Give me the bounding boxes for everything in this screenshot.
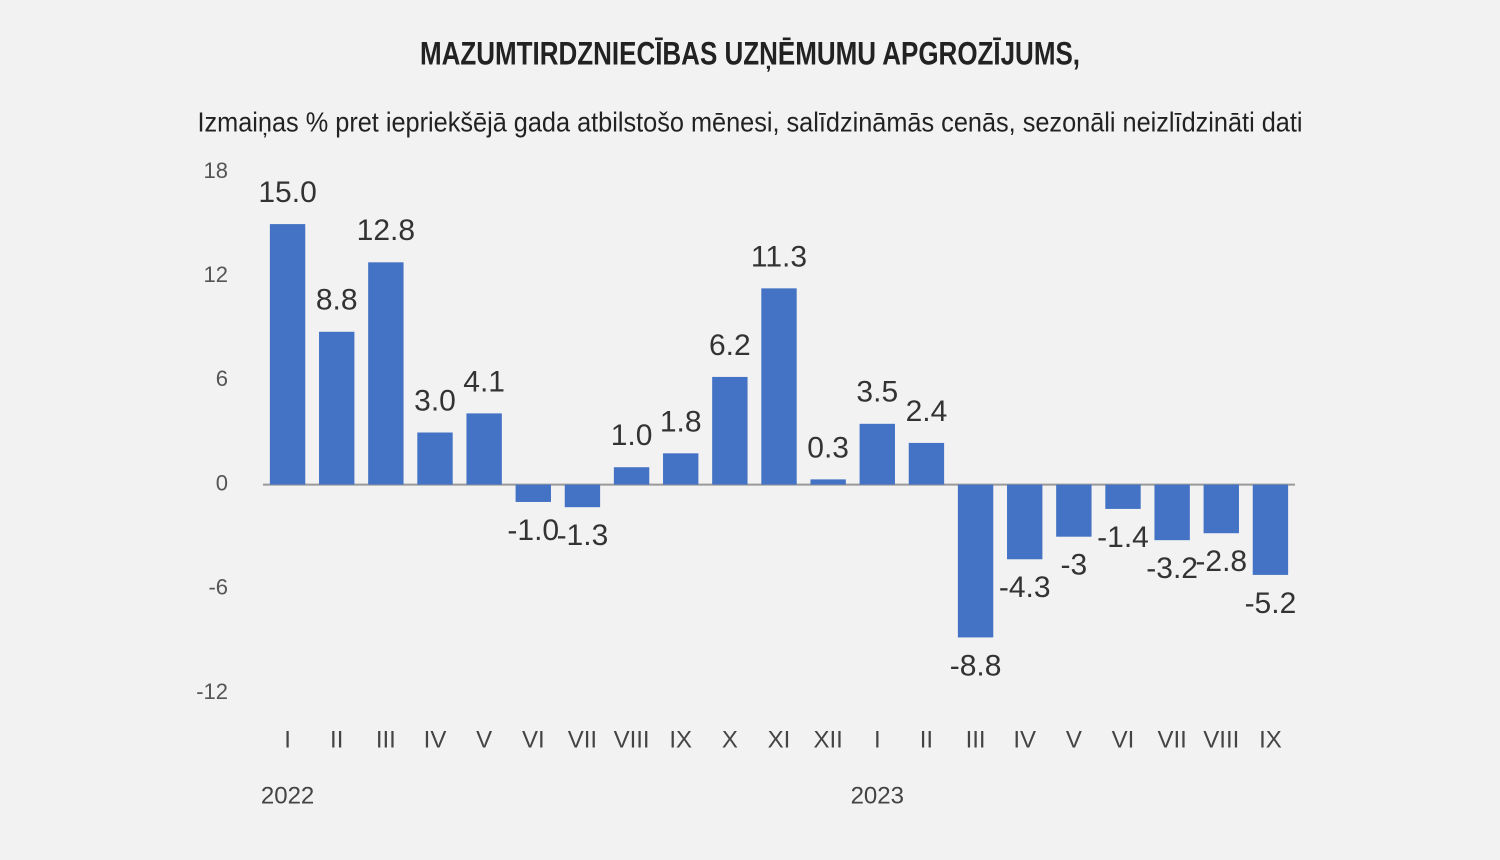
bar <box>712 376 748 485</box>
y-tick-label: 6 <box>216 366 228 391</box>
value-label: 6.2 <box>709 329 751 362</box>
bar <box>368 262 404 485</box>
bar <box>466 413 502 485</box>
bar <box>1154 484 1190 541</box>
value-label: -5.2 <box>1245 587 1297 620</box>
y-tick-label: -12 <box>196 679 228 704</box>
bar <box>761 288 797 485</box>
x-tick-label: VIII <box>1203 726 1239 753</box>
bar <box>1105 484 1141 509</box>
x-tick-label: IX <box>1259 726 1282 753</box>
x-tick-label: VI <box>1112 726 1135 753</box>
value-label: -1.0 <box>507 514 559 547</box>
y-tick-label: 18 <box>204 158 228 183</box>
bar <box>1252 484 1289 575</box>
bar <box>908 442 945 485</box>
bar <box>1007 484 1043 560</box>
bar <box>957 484 994 638</box>
y-tick-label: -6 <box>208 575 228 600</box>
bar <box>417 432 453 485</box>
x-tick-label: III <box>966 726 986 753</box>
bar <box>269 224 306 485</box>
x-tick-label: X <box>722 726 738 753</box>
bar <box>515 484 551 502</box>
value-label: 4.1 <box>463 365 505 398</box>
x-tick-label: I <box>874 726 881 753</box>
value-label: 1.0 <box>611 419 653 452</box>
x-tick-label: II <box>330 726 343 753</box>
x-tick-label: IX <box>669 726 692 753</box>
value-label: 1.8 <box>660 405 702 438</box>
x-tick-label: V <box>1066 726 1082 753</box>
value-label: -3.2 <box>1146 552 1198 585</box>
value-label: -2.8 <box>1195 545 1247 578</box>
year-label: 2022 <box>261 782 314 809</box>
x-tick-label: III <box>376 726 396 753</box>
value-label: 8.8 <box>316 284 358 317</box>
value-label: -1.4 <box>1097 521 1149 554</box>
value-label: -3 <box>1061 549 1088 582</box>
chart-subtitle: Izmaiņas % pret iepriekšējā gada atbilst… <box>198 106 1303 137</box>
value-label: 0.3 <box>807 431 849 464</box>
x-tick-label: II <box>920 726 933 753</box>
x-tick-label: I <box>284 726 291 753</box>
value-label: -1.3 <box>557 519 609 552</box>
x-tick-label: VIII <box>614 726 650 753</box>
value-label: -8.8 <box>950 649 1002 682</box>
x-tick-label: VII <box>1157 726 1186 753</box>
year-label: 2023 <box>851 782 904 809</box>
bar <box>613 467 650 485</box>
value-label: 11.3 <box>751 240 807 273</box>
x-tick-label: VI <box>522 726 545 753</box>
value-label: 3.5 <box>856 376 898 409</box>
chart-title: MAZUMTIRDZNIECĪBAS UZŅĒMUMU APGROZĪJUMS, <box>420 35 1080 71</box>
value-label: 15.0 <box>258 176 316 209</box>
x-tick-label: V <box>476 726 492 753</box>
y-tick-label: 0 <box>216 470 228 495</box>
x-tick-label: XII <box>813 726 842 753</box>
bar <box>1203 484 1239 534</box>
bar <box>564 484 601 508</box>
bar <box>663 453 699 485</box>
bar <box>810 479 846 485</box>
y-tick-label: 12 <box>204 262 228 287</box>
value-label: -4.3 <box>999 571 1051 604</box>
value-label: 3.0 <box>414 384 456 417</box>
x-tick-label: XI <box>768 726 791 753</box>
x-tick-label: VII <box>568 726 597 753</box>
bar <box>1056 484 1092 537</box>
x-tick-label: IV <box>424 726 447 753</box>
value-label: 12.8 <box>357 214 415 247</box>
value-label: 2.4 <box>906 395 948 428</box>
bar <box>319 331 355 485</box>
x-tick-label: IV <box>1013 726 1036 753</box>
bar <box>859 423 895 485</box>
